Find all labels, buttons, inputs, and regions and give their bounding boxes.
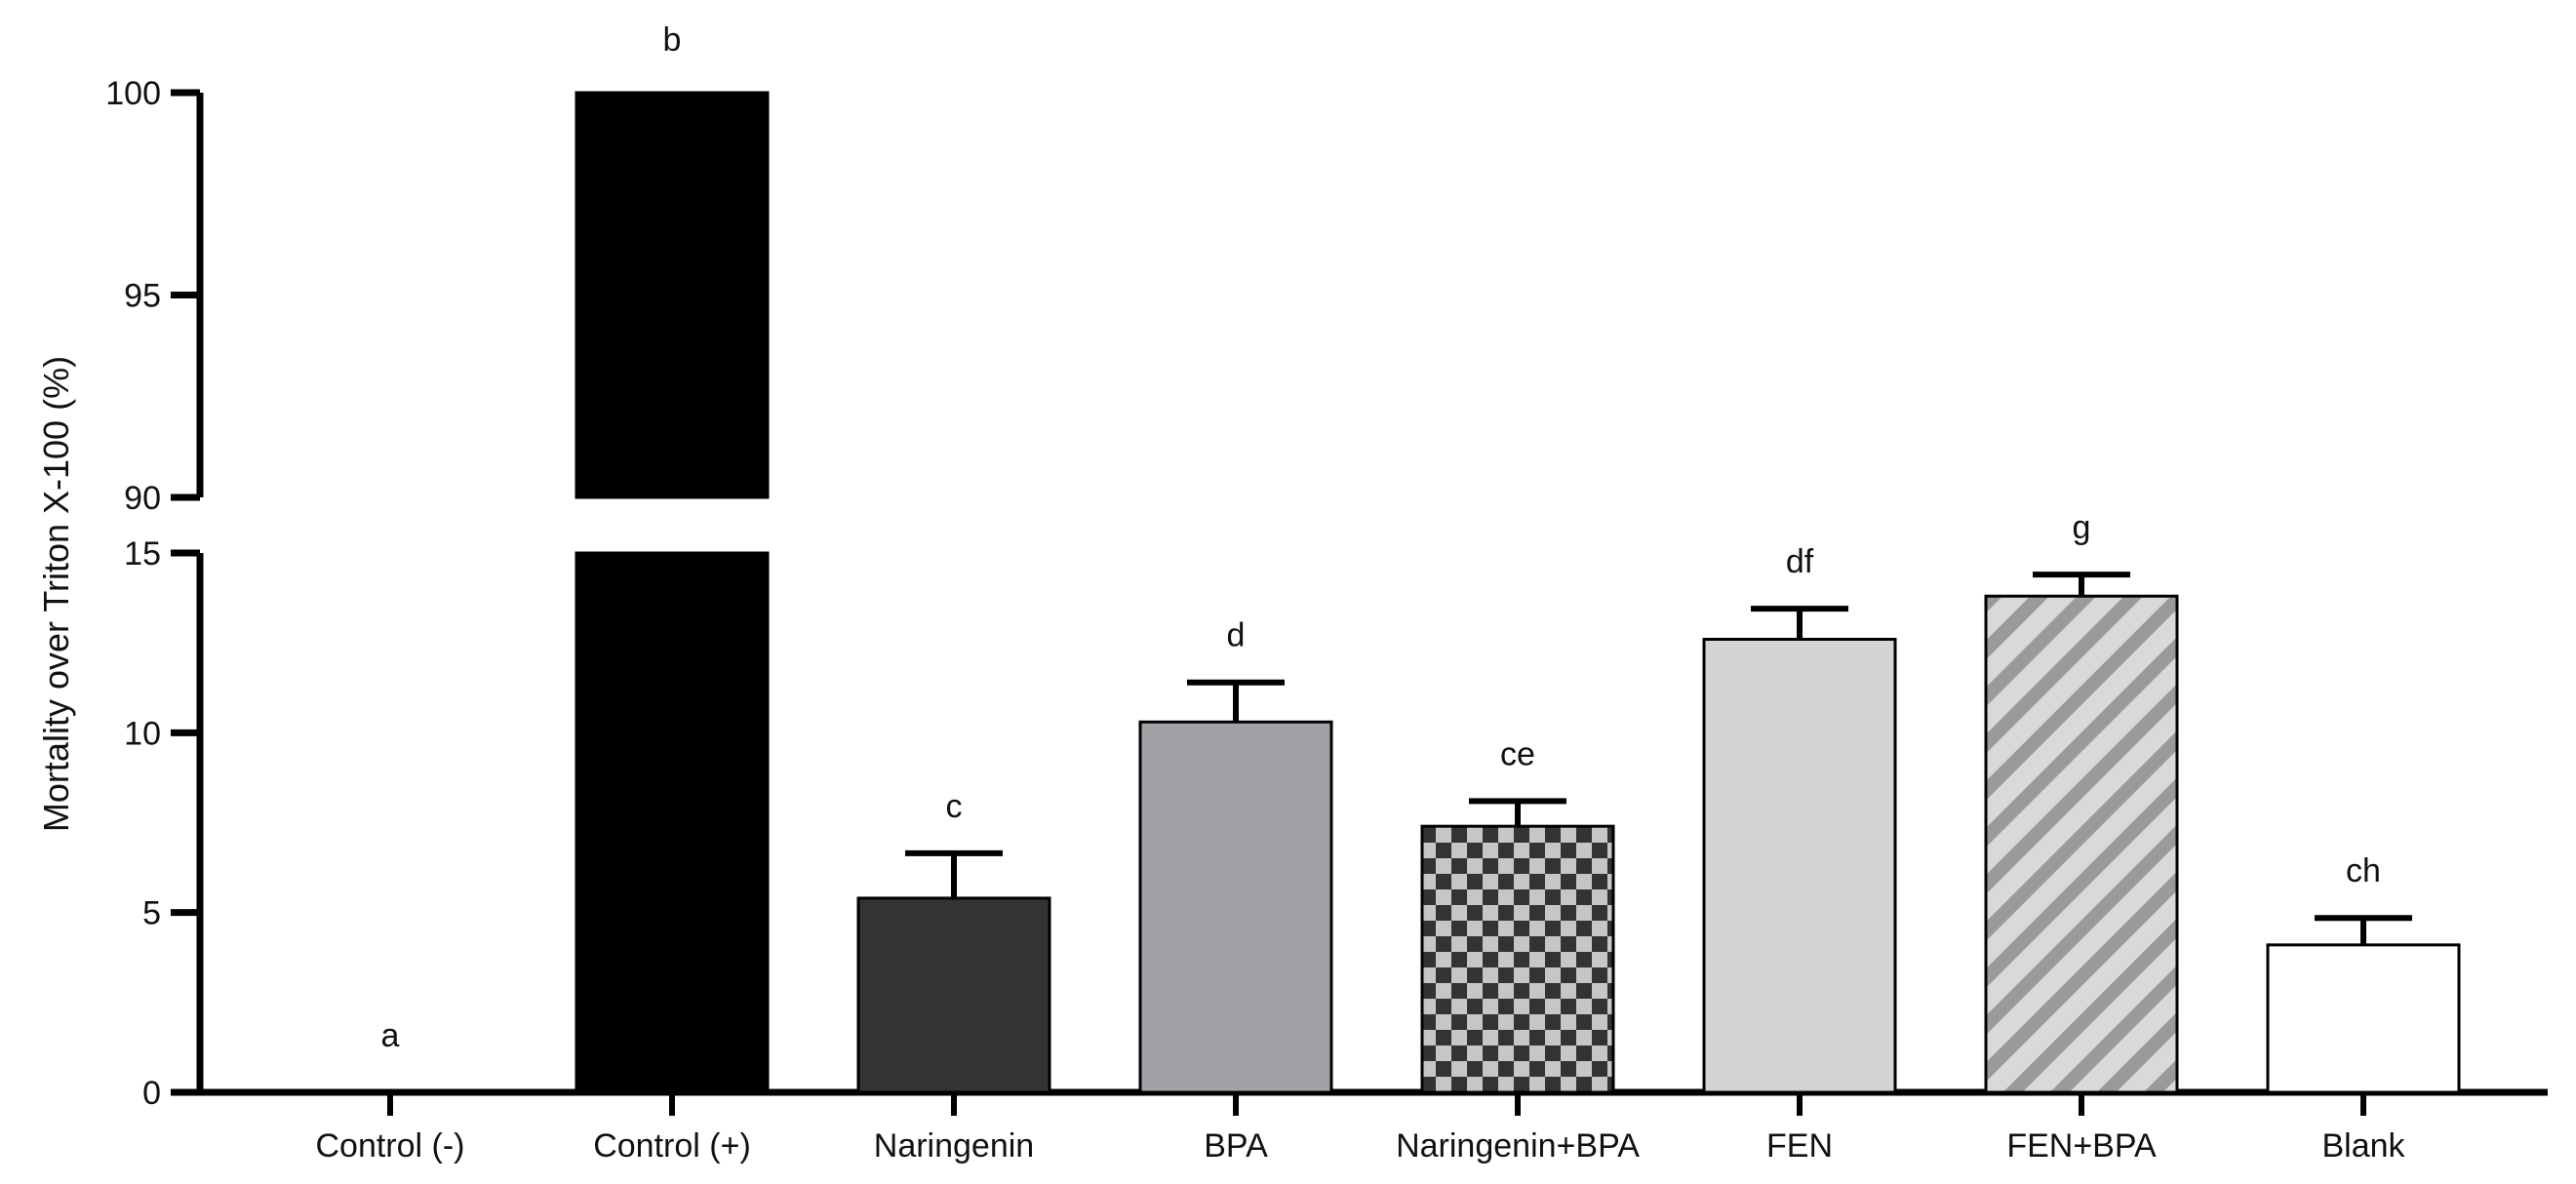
y-tick-label-lower-0: 0 <box>142 1075 161 1112</box>
bar-5 <box>1702 637 1897 1094</box>
y-ticks-group: 0 5 10 15 90 95 100 <box>105 75 200 1112</box>
significance-label-5: df <box>1786 543 1814 580</box>
bar-lower-1 <box>575 551 770 1094</box>
y-tick-label-upper-100: 100 <box>105 75 161 112</box>
y-tick-label-lower-15: 15 <box>124 535 161 572</box>
significance-label-3: d <box>1227 617 1246 654</box>
y-tick-label-upper-90: 90 <box>124 480 161 517</box>
y-tick-label-lower-5: 5 <box>142 895 161 932</box>
y-axis-label: Mortality over Triton X-100 (%) <box>36 356 76 832</box>
significance-label-2: c <box>946 788 963 825</box>
axes <box>196 93 2548 1116</box>
category-label-4: Naringenin+BPA <box>1396 1127 1640 1164</box>
significance-label-6: g <box>2073 509 2091 546</box>
y-tick-label-lower-10: 10 <box>124 715 161 752</box>
category-label-2: Naringenin <box>874 1127 1034 1164</box>
significance-label-0: a <box>381 1017 400 1054</box>
significance-labels-group: a b c d ce df g ch <box>381 21 2381 1054</box>
category-label-1: Control (+) <box>593 1127 751 1164</box>
bar-7 <box>2266 943 2461 1094</box>
significance-label-4: ce <box>1500 735 1535 772</box>
bars-group <box>575 91 2461 1094</box>
category-label-5: FEN <box>1766 1127 1833 1164</box>
significance-label-1: b <box>663 21 682 59</box>
bar-upper-1 <box>575 91 770 499</box>
significance-label-7: ch <box>2346 852 2381 889</box>
category-label-3: BPA <box>1204 1127 1268 1164</box>
category-labels-group: Control (-) Control (+) Naringenin BPA Narin… <box>315 1127 2405 1164</box>
error-bars-group <box>905 572 2412 945</box>
category-label-7: Blank <box>2321 1127 2405 1164</box>
bar-4 <box>1420 824 1615 1094</box>
bar-6 <box>1984 594 2179 1094</box>
category-label-0: Control (-) <box>315 1127 464 1164</box>
y-tick-label-upper-95: 95 <box>124 278 161 315</box>
category-label-6: FEN+BPA <box>2006 1127 2157 1164</box>
bar-3 <box>1138 720 1333 1094</box>
bar-2 <box>856 896 1051 1094</box>
